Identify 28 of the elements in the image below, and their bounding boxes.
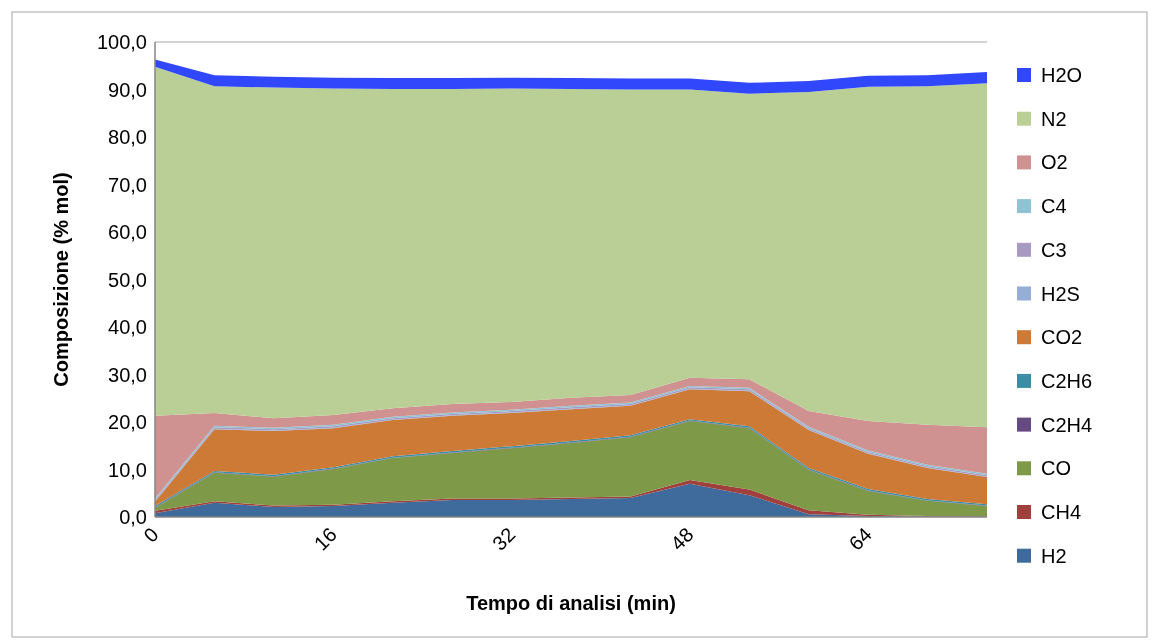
- y-tick-label: 60,0: [108, 221, 147, 243]
- y-tick-label: 10,0: [108, 458, 147, 481]
- legend-label: N2: [1041, 107, 1067, 130]
- y-tick-label: 40,0: [108, 316, 147, 338]
- legend-label: O2: [1041, 151, 1068, 174]
- y-tick-label: 20,0: [108, 411, 147, 433]
- x-tick-label: 16: [309, 523, 342, 555]
- x-tick-label: 32: [488, 523, 520, 555]
- legend-label: H2S: [1041, 282, 1080, 305]
- y-axis-title: Composizione (% mol): [50, 172, 72, 387]
- x-tick-label: 48: [666, 523, 698, 555]
- y-tick-label: 30,0: [108, 363, 147, 386]
- legend-label: C2H6: [1041, 369, 1093, 392]
- legend-label: H2O: [1041, 64, 1083, 86]
- legend-label: C4: [1041, 195, 1067, 218]
- legend-label: CO2: [1041, 326, 1083, 349]
- legend-label: C2H4: [1041, 413, 1093, 436]
- legend-label: H2: [1041, 544, 1067, 567]
- y-tick-label: 100,0: [96, 31, 147, 53]
- y-tick-label: 80,0: [108, 126, 147, 148]
- x-tick-label: 64: [844, 523, 876, 555]
- legend-label: CO: [1041, 457, 1071, 480]
- x-axis-title: Tempo di analisi (min): [466, 592, 676, 614]
- legend-label: CH4: [1041, 501, 1082, 523]
- y-tick-label: 70,0: [108, 173, 147, 196]
- y-tick-label: 50,0: [108, 268, 147, 291]
- y-tick-label: 90,0: [108, 78, 147, 101]
- legend-label: C3: [1041, 238, 1067, 261]
